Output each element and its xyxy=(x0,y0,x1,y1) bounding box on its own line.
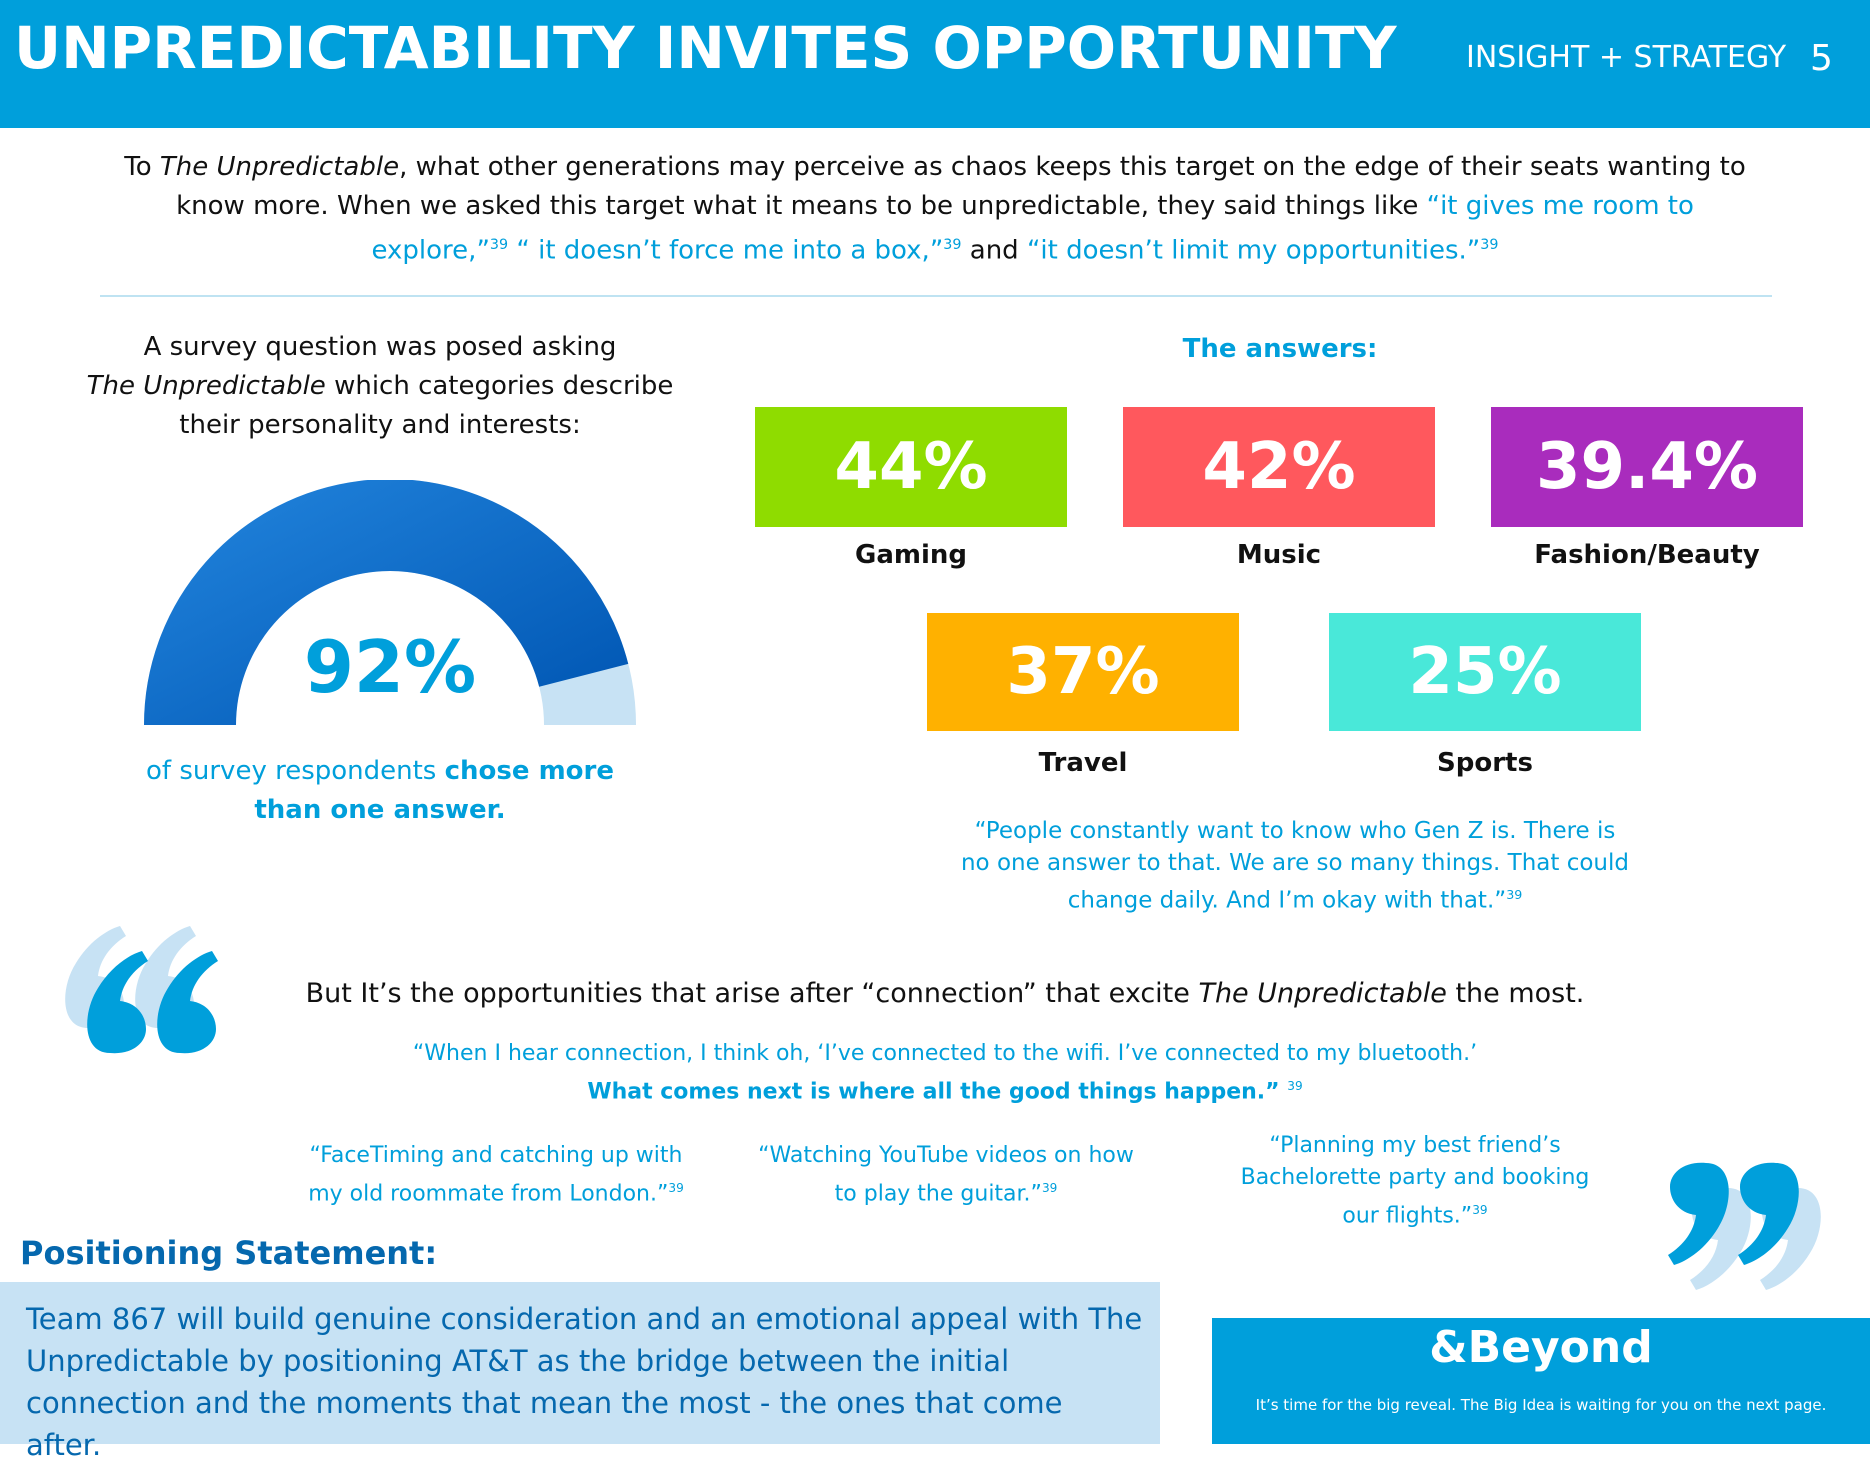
positioning-heading: Positioning Statement: xyxy=(20,1234,438,1272)
quote-text: “People constantly want to know who Gen … xyxy=(960,818,1629,914)
gauge-caption-plain: of survey respondents xyxy=(146,756,445,786)
positioning-box xyxy=(0,1282,1160,1444)
intro-and: and xyxy=(961,235,1027,266)
quote-text: “Watching YouTube videos on how to play … xyxy=(758,1143,1134,1207)
quote-text: “Planning my best friend’s Bachelorette … xyxy=(1240,1133,1590,1229)
answer-label: Fashion/Beauty xyxy=(1534,540,1760,570)
gauge-value: 92% xyxy=(303,625,477,709)
answer-tile-music: 42% xyxy=(1123,407,1435,527)
answers-heading: The answers: xyxy=(1182,334,1378,364)
answer-label: Travel xyxy=(1038,748,1128,778)
gauge-caption-bold: chose more than one answer. xyxy=(254,756,614,825)
open-quote-icon xyxy=(65,926,218,1054)
footnote-ref: 39 xyxy=(1506,887,1523,902)
answers-quote: “People constantly want to know who Gen … xyxy=(960,815,1630,917)
footnote-ref: 39 xyxy=(1287,1079,1303,1093)
intro-quote-1: “it gives me room to explore,” xyxy=(371,191,1694,266)
connection-quote-bold: What comes next is where all the good th… xyxy=(587,1079,1288,1105)
page-title: UNPREDICTABILITY INVITES OPPORTUNITY xyxy=(14,14,1397,82)
survey-question: A survey question was posed asking The U… xyxy=(80,328,680,445)
section-label: INSIGHT + STRATEGY xyxy=(1466,40,1787,75)
footnote-ref: 39 xyxy=(943,237,962,253)
intro-paragraph: To The Unpredictable, what other generat… xyxy=(120,148,1750,271)
quote-youtube: “Watching YouTube videos on how to play … xyxy=(746,1140,1146,1210)
answer-value: 42% xyxy=(1202,430,1356,504)
divider xyxy=(100,295,1772,297)
answer-label: Sports xyxy=(1437,748,1533,778)
footnote-ref: 39 xyxy=(489,237,509,253)
footnote-ref: 39 xyxy=(1480,237,1499,253)
answer-label: Gaming xyxy=(854,540,967,570)
answer-tile-fashion-beauty: 39.4% xyxy=(1491,407,1803,527)
footnote-ref: 39 xyxy=(668,1181,684,1195)
beyond-subtitle: It’s time for the big reveal. The Big Id… xyxy=(1255,1396,1827,1414)
answer-value: 37% xyxy=(1006,635,1160,709)
footnote-ref: 39 xyxy=(1041,1181,1058,1195)
intro-quote-3: “it doesn’t limit my opportunities.” xyxy=(1026,235,1481,266)
gauge-fill xyxy=(144,480,629,726)
beyond-title: &Beyond xyxy=(1429,1322,1653,1373)
opportunities-text-2: the most. xyxy=(1446,978,1585,1009)
beyond-panel xyxy=(1212,1318,1870,1444)
header-bar xyxy=(0,0,1870,128)
survey-italic: The Unpredictable xyxy=(86,371,326,401)
intro-text: To xyxy=(124,152,160,182)
connection-quote: “When I hear connection, I think oh, ‘I’… xyxy=(380,1038,1510,1108)
close-quote-icon xyxy=(1668,1162,1821,1290)
answer-value: 44% xyxy=(834,430,988,504)
footnote-ref: 39 xyxy=(1472,1203,1488,1217)
positioning-text: Team 867 will build genuine consideratio… xyxy=(26,1302,1143,1462)
survey-line-2: which categories describe their personal… xyxy=(179,371,674,440)
intro-italic: The Unpredictable xyxy=(159,152,400,182)
intro-quote-2: “ it doesn’t force me into a box,” xyxy=(508,235,944,266)
connection-quote-text: “When I hear connection, I think oh, ‘I’… xyxy=(412,1041,1478,1066)
answer-tile-sports: 25% xyxy=(1329,613,1641,731)
page-number: 5 xyxy=(1810,38,1833,79)
answer-tile-gaming: 44% xyxy=(755,407,1067,527)
intro-text-2: , what other generations may perceive as… xyxy=(176,152,1746,221)
answer-value: 25% xyxy=(1408,635,1562,709)
gauge-caption: of survey respondents chose more than on… xyxy=(130,752,630,830)
answer-tile-travel: 37% xyxy=(927,613,1239,731)
answer-value: 39.4% xyxy=(1535,430,1759,504)
gauge-chart xyxy=(144,480,636,726)
answer-label: Music xyxy=(1236,540,1322,570)
opportunities-text: But It’s the opportunities that arise af… xyxy=(305,978,1199,1009)
quote-facetime: “FaceTiming and catching up with my old … xyxy=(296,1140,696,1210)
opportunities-italic: The Unpredictable xyxy=(1198,978,1447,1009)
opportunities-statement: But It’s the opportunities that arise af… xyxy=(290,978,1600,1009)
survey-line-1: A survey question was posed asking xyxy=(143,332,617,362)
quote-bachelorette: “Planning my best friend’s Bachelorette … xyxy=(1230,1130,1600,1232)
quote-text: “FaceTiming and catching up with my old … xyxy=(308,1143,683,1207)
